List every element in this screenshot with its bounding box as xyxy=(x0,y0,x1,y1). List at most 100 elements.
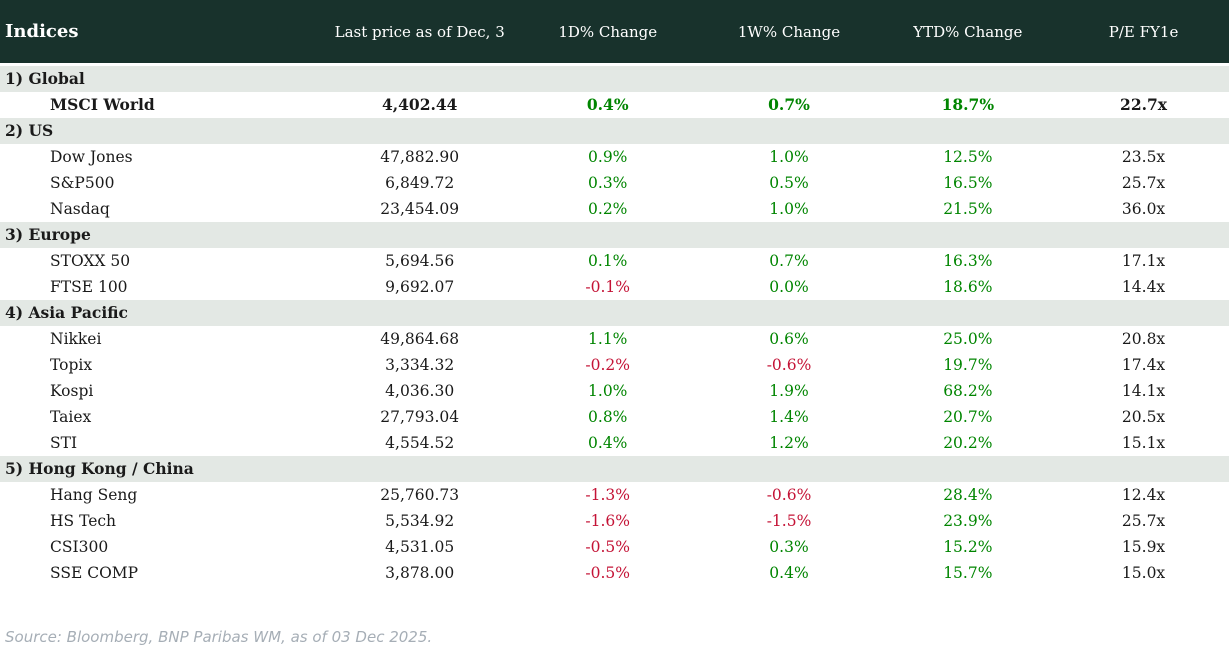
pe-value: 14.1x xyxy=(1121,382,1166,400)
column-header-ytd-change: YTD% Change xyxy=(913,22,1023,41)
1w-change-value: -0.6% xyxy=(766,356,812,374)
1d-change-value: 0.4% xyxy=(586,95,629,114)
1w-change-value: 0.7% xyxy=(768,95,810,114)
index-row: Dow Jones 47,882.90 0.9% 1.0% 12.5% 23.5… xyxy=(0,144,1229,170)
table-body: 1) Global MSCI World 4,402.44 0.4% 0.7% … xyxy=(0,66,1229,586)
index-row: Nikkei 49,864.68 1.1% 0.6% 25.0% 20.8x xyxy=(0,326,1229,352)
index-name: MSCI World xyxy=(50,95,155,114)
last-price-value: 4,402.44 xyxy=(381,95,458,114)
index-row: Nasdaq 23,454.09 0.2% 1.0% 21.5% 36.0x xyxy=(0,196,1229,222)
index-name: FTSE 100 xyxy=(50,278,128,296)
section-row: 2) US xyxy=(0,118,1229,144)
index-row: Taiex 27,793.04 0.8% 1.4% 20.7% 20.5x xyxy=(0,404,1229,430)
ytd-change-value: 15.2% xyxy=(943,538,993,556)
index-name: Taiex xyxy=(50,408,92,426)
column-header-1d-change: 1D% Change xyxy=(558,22,658,41)
index-name: Nikkei xyxy=(50,330,102,348)
index-name: HS Tech xyxy=(50,512,117,530)
ytd-change-value: 25.0% xyxy=(943,330,993,348)
ytd-change-value: 20.2% xyxy=(943,434,993,452)
1d-change-value: 0.8% xyxy=(588,408,628,426)
1w-change-value: -1.5% xyxy=(766,512,812,530)
pe-value: 25.7x xyxy=(1121,512,1166,530)
index-name: Kospi xyxy=(50,382,94,400)
index-name: STOXX 50 xyxy=(50,252,131,270)
1d-change-value: -1.3% xyxy=(585,486,631,504)
last-price-value: 25,760.73 xyxy=(380,486,460,504)
index-row: Topix 3,334.32 -0.2% -0.6% 19.7% 17.4x xyxy=(0,352,1229,378)
pe-value: 17.1x xyxy=(1121,252,1166,270)
section-label: 2) US xyxy=(5,121,54,140)
index-name: Nasdaq xyxy=(50,200,110,218)
table-title: Indices xyxy=(5,21,79,42)
index-row: STOXX 50 5,694.56 0.1% 0.7% 16.3% 17.1x xyxy=(0,248,1229,274)
1w-change-value: 1.0% xyxy=(769,200,809,218)
pe-value: 20.8x xyxy=(1121,330,1166,348)
section-label: 1) Global xyxy=(5,69,85,88)
1w-change-value: 0.0% xyxy=(769,278,809,296)
1d-change-value: -1.6% xyxy=(585,512,631,530)
ytd-change-value: 18.6% xyxy=(943,278,993,296)
ytd-change-value: 19.7% xyxy=(943,356,993,374)
pe-value: 17.4x xyxy=(1121,356,1166,374)
last-price-value: 6,849.72 xyxy=(385,174,455,192)
last-price-value: 27,793.04 xyxy=(380,408,460,426)
last-price-value: 23,454.09 xyxy=(380,200,460,218)
1d-change-value: 0.2% xyxy=(588,200,628,218)
index-row: SSE COMP 3,878.00 -0.5% 0.4% 15.7% 15.0x xyxy=(0,560,1229,586)
index-row: FTSE 100 9,692.07 -0.1% 0.0% 18.6% 14.4x xyxy=(0,274,1229,300)
1w-change-value: 0.6% xyxy=(769,330,809,348)
section-label: 3) Europe xyxy=(5,225,91,244)
1w-change-value: 1.4% xyxy=(769,408,809,426)
last-price-value: 5,534.92 xyxy=(385,512,455,530)
index-row: Hang Seng 25,760.73 -1.3% -0.6% 28.4% 12… xyxy=(0,482,1229,508)
section-row: 4) Asia Pacific xyxy=(0,300,1229,326)
last-price-value: 49,864.68 xyxy=(380,330,460,348)
1d-change-value: 0.3% xyxy=(588,174,628,192)
1w-change-value: 0.7% xyxy=(769,252,809,270)
section-label: 4) Asia Pacific xyxy=(5,303,128,322)
index-name: Dow Jones xyxy=(50,148,133,166)
1w-change-value: 1.2% xyxy=(769,434,809,452)
pe-value: 15.1x xyxy=(1121,434,1166,452)
1w-change-value: -0.6% xyxy=(766,486,812,504)
table-header-row: Indices Last price as of Dec, 3 1D% Chan… xyxy=(0,0,1229,63)
1d-change-value: -0.5% xyxy=(585,564,631,582)
source-note: Source: Bloomberg, BNP Paribas WM, as of… xyxy=(5,628,433,646)
1d-change-value: -0.5% xyxy=(585,538,631,556)
1d-change-value: -0.1% xyxy=(585,278,631,296)
1d-change-value: -0.2% xyxy=(585,356,631,374)
index-row: HS Tech 5,534.92 -1.6% -1.5% 23.9% 25.7x xyxy=(0,508,1229,534)
1w-change-value: 0.3% xyxy=(769,538,809,556)
index-name: S&P500 xyxy=(50,174,115,192)
index-row: MSCI World 4,402.44 0.4% 0.7% 18.7% 22.7… xyxy=(0,92,1229,118)
column-header-pe-fy1e: P/E FY1e xyxy=(1108,22,1179,41)
1d-change-value: 0.9% xyxy=(588,148,628,166)
last-price-value: 5,694.56 xyxy=(385,252,455,270)
ytd-change-value: 21.5% xyxy=(943,200,993,218)
section-row: 1) Global xyxy=(0,66,1229,92)
index-name: Topix xyxy=(50,356,93,374)
indices-table: Indices Last price as of Dec, 3 1D% Chan… xyxy=(0,0,1229,586)
index-row: STI 4,554.52 0.4% 1.2% 20.2% 15.1x xyxy=(0,430,1229,456)
pe-value: 20.5x xyxy=(1121,408,1166,426)
pe-value: 22.7x xyxy=(1120,95,1168,114)
ytd-change-value: 23.9% xyxy=(943,512,993,530)
1w-change-value: 1.0% xyxy=(769,148,809,166)
pe-value: 23.5x xyxy=(1121,148,1166,166)
column-header-last-price: Last price as of Dec, 3 xyxy=(334,22,505,41)
section-row: 3) Europe xyxy=(0,222,1229,248)
index-row: Kospi 4,036.30 1.0% 1.9% 68.2% 14.1x xyxy=(0,378,1229,404)
last-price-value: 47,882.90 xyxy=(380,148,460,166)
index-name: Hang Seng xyxy=(50,486,138,504)
ytd-change-value: 18.7% xyxy=(941,95,995,114)
index-row: CSI300 4,531.05 -0.5% 0.3% 15.2% 15.9x xyxy=(0,534,1229,560)
index-name: STI xyxy=(50,434,78,452)
1d-change-value: 0.1% xyxy=(588,252,628,270)
index-name: SSE COMP xyxy=(50,564,139,582)
ytd-change-value: 20.7% xyxy=(943,408,993,426)
section-row: 5) Hong Kong / China xyxy=(0,456,1229,482)
ytd-change-value: 15.7% xyxy=(943,564,993,582)
1d-change-value: 1.1% xyxy=(588,330,628,348)
column-header-1w-change: 1W% Change xyxy=(737,22,841,41)
